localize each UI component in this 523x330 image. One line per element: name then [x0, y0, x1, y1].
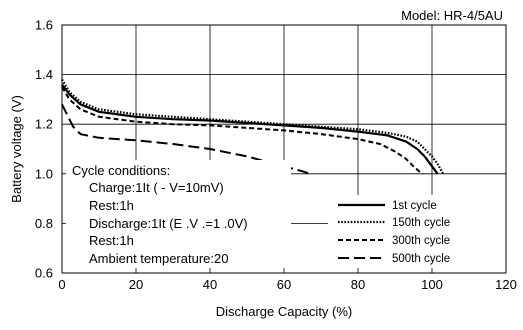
x-axis-label: Discharge Capacity (%) [216, 304, 353, 319]
conditions-line-5: Ambient temperature:20 [89, 251, 228, 266]
y-tick-label: 0.6 [35, 266, 53, 281]
x-tick-label: 80 [351, 277, 365, 292]
legend-label: 500th cycle [392, 253, 450, 265]
x-tick-label: 100 [421, 277, 443, 292]
conditions-text: Cycle conditions: Charge:1It ( - V=10mV)… [72, 163, 248, 266]
conditions-line-1: Charge:1It ( - V=10mV) [89, 180, 224, 195]
conditions-line-4: Rest:1h [89, 233, 134, 248]
series-line-3 [61, 86, 424, 175]
series-line-2 [61, 79, 445, 175]
series-line-1 [61, 83, 439, 175]
y-tick-label: 1.4 [35, 67, 53, 82]
x-tick-label: 0 [58, 277, 65, 292]
legend-label: 1st cycle [392, 200, 437, 212]
conditions-line-3: Discharge:1It (E .V .=1 .0V) [89, 216, 248, 231]
legend-label: 150th cycle [392, 217, 450, 229]
conditions-line-0: Cycle conditions: [72, 163, 170, 178]
conditions-line-2: Rest:1h [89, 198, 134, 213]
tick-labels: 0 20 40 60 80 100 120 0.6 0.8 1.0 1.2 1.4 1.6 [35, 18, 517, 293]
y-tick-label: 1.2 [35, 117, 53, 132]
legend: 1st cycle 150th cycle 300th cycle 500th cyc… [338, 200, 450, 265]
y-tick-label: 0.8 [35, 216, 53, 231]
x-tick-label: 40 [203, 277, 217, 292]
x-tick-label: 20 [129, 277, 143, 292]
legend-box [328, 195, 506, 268]
x-tick-label: 120 [495, 277, 517, 292]
y-tick-label: 1.0 [35, 166, 53, 181]
y-tick-label: 1.6 [35, 18, 53, 33]
conditions-box [66, 160, 291, 268]
series-lines [61, 79, 445, 175]
plot-frame [61, 24, 507, 274]
chart-title: Model: HR-4/5AU [401, 8, 503, 23]
series-line-4 [61, 103, 311, 175]
y-axis-label: Battery voltage (V) [9, 95, 24, 203]
x-tick-label: 60 [277, 277, 291, 292]
legend-label: 300th cycle [392, 235, 450, 247]
